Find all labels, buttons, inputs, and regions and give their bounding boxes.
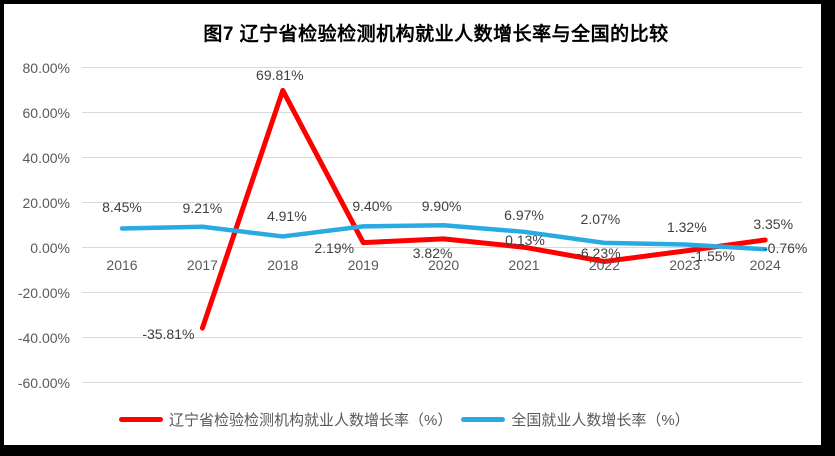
y-axis-tick-label: 80.00% [22, 59, 70, 76]
data-label-national-2021: 6.97% [504, 206, 544, 223]
x-axis-tick-label: 2018 [267, 257, 299, 273]
x-axis-tick-label: 2023 [669, 257, 701, 273]
legend-marker-blue-line-icon [461, 417, 506, 422]
legend-marker-red-line-icon [119, 417, 163, 422]
data-label-liaoning-2018: 69.81% [256, 67, 304, 84]
data-label-liaoning-2024: 3.35% [753, 215, 794, 232]
chart-title: 图7 辽宁省检验检测机构就业人数增长率与全国的比较 [203, 24, 669, 45]
data-label-national-2017: 9.21% [182, 199, 223, 216]
x-axis-tick-label: 2020 [428, 257, 460, 273]
legend-item-liaoning[interactable]: 辽宁省检验检测机构就业人数增长率（%） [119, 409, 452, 430]
data-label-liaoning-2021: 0.13% [505, 232, 545, 249]
x-axis-tick-label: 2019 [347, 257, 379, 273]
x-axis-tick-label: 2021 [508, 257, 540, 273]
y-axis-tick-label: 40.00% [22, 149, 70, 166]
legend: 辽宁省检验检测机构就业人数增长率（%） 全国就业人数增长率（%） [119, 409, 690, 430]
x-axis-tick-label: 2024 [749, 257, 781, 273]
data-label-national-2018: 4.91% [266, 208, 307, 225]
y-axis-tick-label: -60.00% [17, 374, 70, 391]
data-label-national-2020: 9.90% [421, 198, 462, 215]
x-axis-tick-label: 2022 [588, 257, 620, 273]
y-axis-tick-label: -20.00% [17, 284, 70, 301]
y-axis-tick-label: 60.00% [22, 104, 70, 121]
data-label-national-2023: 1.32% [666, 218, 707, 235]
series-line-national [119, 222, 768, 252]
data-label-liaoning-2017: -35.81% [142, 326, 195, 343]
x-axis-tick-label: 2016 [106, 257, 138, 273]
legend-label-liaoning: 辽宁省检验检测机构就业人数增长率（%） [169, 412, 453, 429]
data-label-national-2024: -0.76% [763, 240, 808, 257]
series-line-liaoning [199, 87, 768, 331]
data-label-national-2019: 9.40% [352, 198, 393, 215]
y-axis-tick-label: 20.00% [22, 194, 70, 211]
data-label-national-2022: 2.07% [580, 210, 621, 227]
data-label-liaoning-2022: -6.23% [576, 244, 621, 261]
legend-label-national: 全国就业人数增长率（%） [511, 412, 690, 429]
data-label-liaoning-2020: 3.82% [412, 244, 453, 261]
data-label-national-2016: 8.45% [102, 199, 142, 216]
data-label-liaoning-2019: 2.19% [314, 239, 355, 256]
x-axis-tick-label: 2017 [186, 257, 218, 273]
data-label-liaoning-2023: -1.55% [690, 247, 735, 264]
legend-item-national[interactable]: 全国就业人数增长率（%） [461, 409, 690, 430]
y-axis-tick-label: 0.00% [30, 239, 70, 256]
y-axis-tick-label: -40.00% [17, 329, 70, 346]
